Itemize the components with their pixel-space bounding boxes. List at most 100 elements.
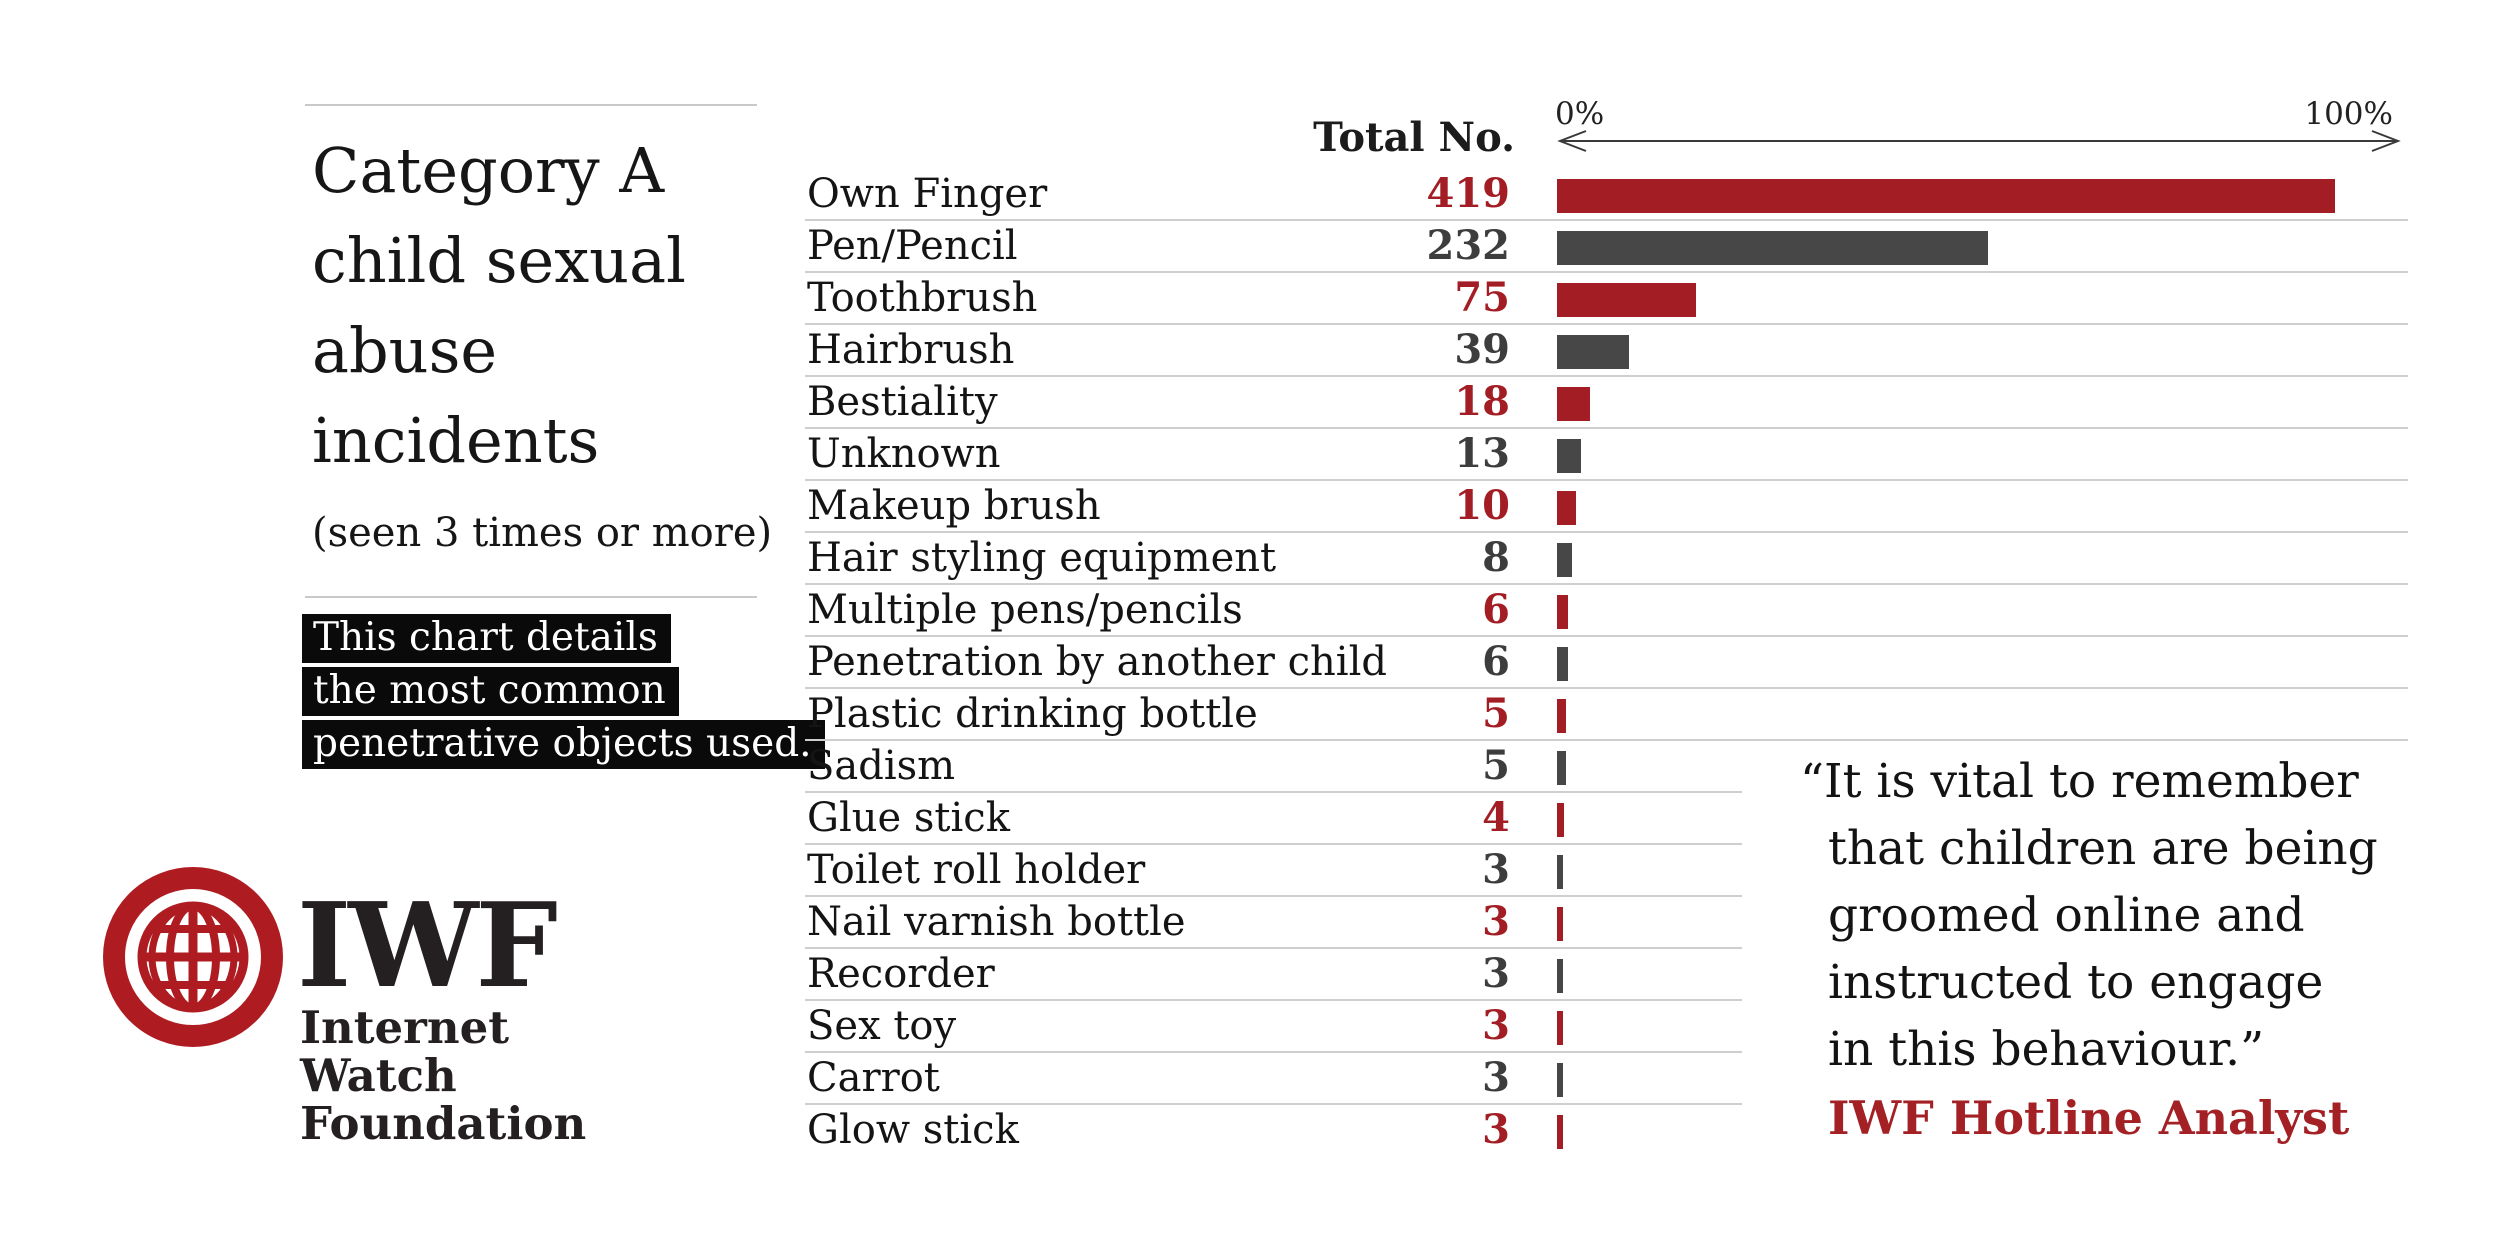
row-separator xyxy=(805,739,2408,741)
row-label: Carrot xyxy=(807,1055,940,1101)
table-row: Own Finger 419 xyxy=(805,168,2408,221)
row-value: 4 xyxy=(1482,794,1510,841)
row-label: Penetration by another child xyxy=(807,639,1387,685)
row-label: Toothbrush xyxy=(807,275,1038,321)
row-separator xyxy=(805,375,2408,377)
table-row: Sex toy 3 xyxy=(805,1000,2408,1053)
table-row: Bestiality 18 xyxy=(805,376,2408,429)
row-separator xyxy=(805,1103,1742,1105)
row-value: 6 xyxy=(1482,586,1510,633)
row-bar xyxy=(1557,439,1581,473)
row-value: 3 xyxy=(1482,950,1510,997)
row-bar xyxy=(1557,803,1564,837)
row-bar xyxy=(1557,179,2335,213)
axis-min-label: 0% xyxy=(1555,96,1605,132)
quote-attribution: IWF Hotline Analyst xyxy=(1828,1091,2350,1145)
row-separator xyxy=(805,895,1742,897)
row-separator xyxy=(805,427,2408,429)
row-label: Hairbrush xyxy=(807,327,1015,373)
row-value: 3 xyxy=(1482,846,1510,893)
pull-quote: “It is vital to remember that children ar… xyxy=(1800,748,2480,1144)
row-value: 419 xyxy=(1426,170,1511,217)
row-value: 13 xyxy=(1454,430,1510,477)
row-value: 3 xyxy=(1482,898,1510,945)
row-separator xyxy=(805,531,2408,533)
row-bar xyxy=(1557,751,1566,785)
row-bar xyxy=(1557,491,1576,525)
row-separator xyxy=(805,219,2408,221)
row-separator xyxy=(805,271,2408,273)
row-value: 18 xyxy=(1454,378,1510,425)
iwf-logo-name: Internet Watch Foundation xyxy=(300,1004,586,1148)
pull-quote-line: groomed online and xyxy=(1828,888,2305,943)
table-row: Penetration by another child 6 xyxy=(805,636,2408,689)
row-value: 5 xyxy=(1482,742,1510,789)
table-row: Plastic drinking bottle 5 xyxy=(805,688,2408,741)
row-bar xyxy=(1557,543,1572,577)
row-label: Bestiality xyxy=(807,379,998,425)
table-row: Toilet roll holder 3 xyxy=(805,844,2408,897)
row-label: Toilet roll holder xyxy=(807,847,1146,893)
highlight-line-text: This chart details xyxy=(302,614,671,663)
row-value: 3 xyxy=(1482,1054,1510,1101)
page-subtitle: (seen 3 times or more) xyxy=(312,510,773,556)
table-row: Makeup brush 10 xyxy=(805,480,2408,533)
row-bar xyxy=(1557,959,1563,993)
row-bar xyxy=(1557,387,1590,421)
row-value: 75 xyxy=(1454,274,1510,321)
pull-quote-line: in this behaviour.” xyxy=(1828,1022,2265,1077)
row-label: Glow stick xyxy=(807,1107,1019,1153)
top-divider xyxy=(305,104,757,106)
row-separator xyxy=(805,791,1742,793)
row-bar xyxy=(1557,1011,1563,1045)
iwf-logo-name-line: Watch xyxy=(300,1049,457,1102)
highlight-line: penetrative objects used. xyxy=(302,720,825,769)
row-separator xyxy=(805,479,2408,481)
table-row: Multiple pens/pencils 6 xyxy=(805,584,2408,637)
row-label: Glue stick xyxy=(807,795,1010,841)
table-row: Hair styling equipment 8 xyxy=(805,532,2408,585)
row-bar xyxy=(1557,1115,1563,1149)
highlight-line: the most common xyxy=(302,667,822,716)
row-bar xyxy=(1557,855,1563,889)
table-row: Nail varnish bottle 3 xyxy=(805,896,2408,949)
row-bar xyxy=(1557,283,1696,317)
table-row: Pen/Pencil 232 xyxy=(805,220,2408,273)
table-row: Unknown 13 xyxy=(805,428,2408,481)
page-title: Category A child sexual abuse incidents xyxy=(312,134,686,477)
row-value: 6 xyxy=(1482,638,1510,685)
pull-quote-line: that children are being xyxy=(1828,821,2378,876)
row-separator xyxy=(805,1051,1742,1053)
row-label: Multiple pens/pencils xyxy=(807,587,1243,633)
row-label: Unknown xyxy=(807,431,1001,477)
row-separator xyxy=(805,583,2408,585)
row-separator xyxy=(805,635,2408,637)
row-label: Sex toy xyxy=(807,1003,957,1049)
row-label: Plastic drinking bottle xyxy=(807,691,1258,737)
table-row: Glue stick 4 xyxy=(805,792,2408,845)
highlight-note: This chart details the most common penetra… xyxy=(302,614,825,773)
row-bar xyxy=(1557,907,1563,941)
row-bar xyxy=(1557,335,1629,369)
row-separator xyxy=(805,843,1742,845)
row-label: Pen/Pencil xyxy=(807,223,1018,269)
bar-chart-rows: Own Finger 419 Pen/Pencil 232 Toothbrush 75 Ha… xyxy=(805,168,2408,1168)
highlight-line-text: the most common xyxy=(302,667,679,716)
pull-quote-line: instructed to engage xyxy=(1828,955,2324,1010)
row-label: Nail varnish bottle xyxy=(807,899,1186,945)
row-value: 10 xyxy=(1454,482,1510,529)
row-value: 39 xyxy=(1454,326,1510,373)
row-value: 3 xyxy=(1482,1002,1510,1049)
highlight-line-text: penetrative objects used. xyxy=(302,720,825,769)
iwf-logo-acronym: IWF xyxy=(297,878,558,1014)
row-separator xyxy=(805,323,2408,325)
pull-quote-line: “It is vital to remember xyxy=(1800,754,2359,809)
axis-arrow-icon xyxy=(1557,130,2401,152)
value-column-header: Total No. xyxy=(1313,114,1515,161)
iwf-logo-name-line: Foundation xyxy=(300,1097,587,1150)
row-label: Recorder xyxy=(807,951,995,997)
row-label: Sadism xyxy=(807,743,956,789)
row-separator xyxy=(805,999,1742,1001)
pull-quote-text: “It is vital to remember that children ar… xyxy=(1800,748,2480,1083)
